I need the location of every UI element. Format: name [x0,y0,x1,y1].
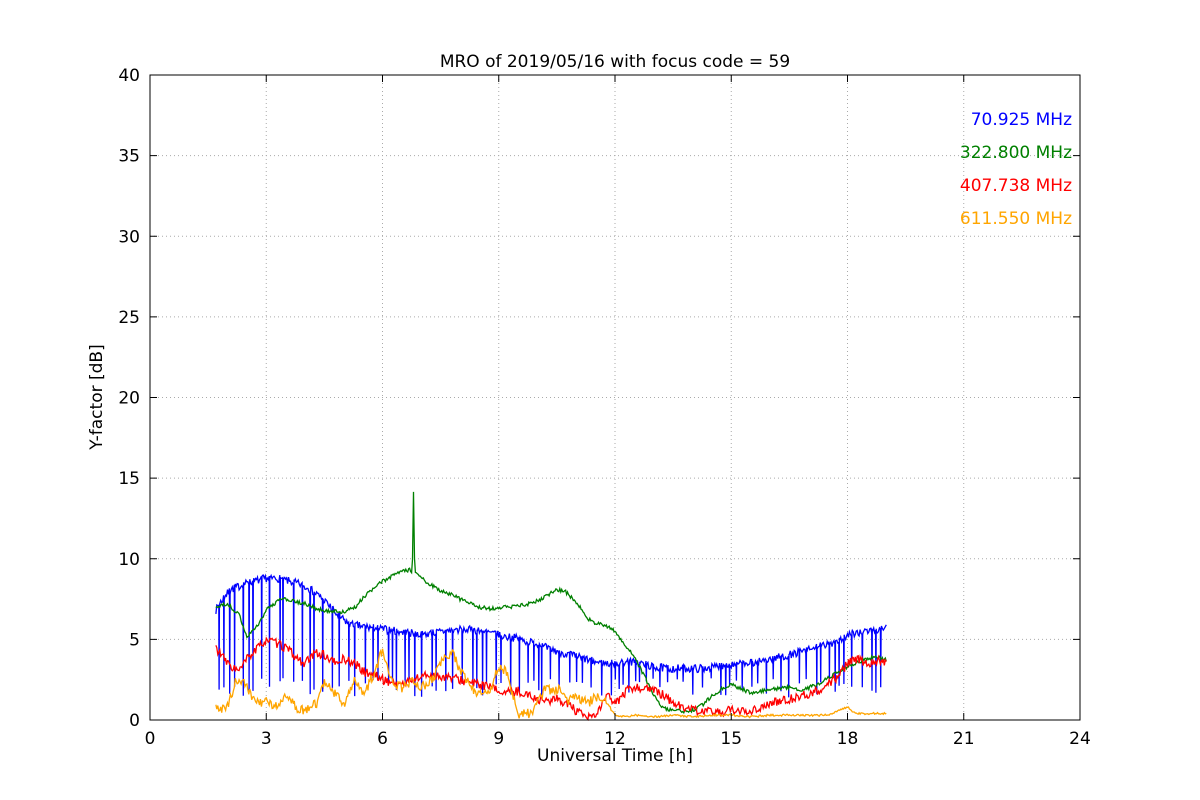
x-tick-label: 15 [720,729,742,749]
series-407-738-mhz [215,636,887,722]
legend-item: 322.800 MHz [959,143,1072,163]
legend: 70.925 MHz 322.800 MHz 407.738 MHz 611.550 … [960,104,1072,236]
legend-item: 70.925 MHz [970,110,1072,130]
x-tick-label: 6 [377,729,388,749]
x-tick-label: 0 [145,729,156,749]
y-axis-label: Y-factor [dB] [87,344,107,450]
y-tick-label: 20 [118,389,140,409]
x-tick-label: 9 [493,729,504,749]
y-tick-label: 10 [118,550,140,570]
x-tick-label: 18 [837,729,859,749]
y-tick-label: 35 [118,147,140,167]
series-611-550-mhz [215,648,887,719]
series-322-800-mhz [215,491,887,715]
y-tick-label: 30 [118,227,140,247]
series-70-925-mhz [215,573,887,698]
chart-title: MRO of 2019/05/16 with focus code = 59 [439,52,791,72]
x-tick-label: 3 [261,729,272,749]
y-tick-label: 5 [129,630,140,650]
y-tick-label: 25 [118,308,140,328]
x-tick-label: 21 [953,729,975,749]
x-tick-label: 24 [1069,729,1091,749]
x-tick-label: 12 [604,729,626,749]
x-axis-label: Universal Time [h] [537,746,693,766]
legend-item: 611.550 MHz [959,209,1072,229]
y-tick-label: 40 [118,66,140,86]
y-tick-label: 15 [118,469,140,489]
y-tick-label: 0 [129,711,140,731]
legend-item: 407.738 MHz [959,176,1072,196]
